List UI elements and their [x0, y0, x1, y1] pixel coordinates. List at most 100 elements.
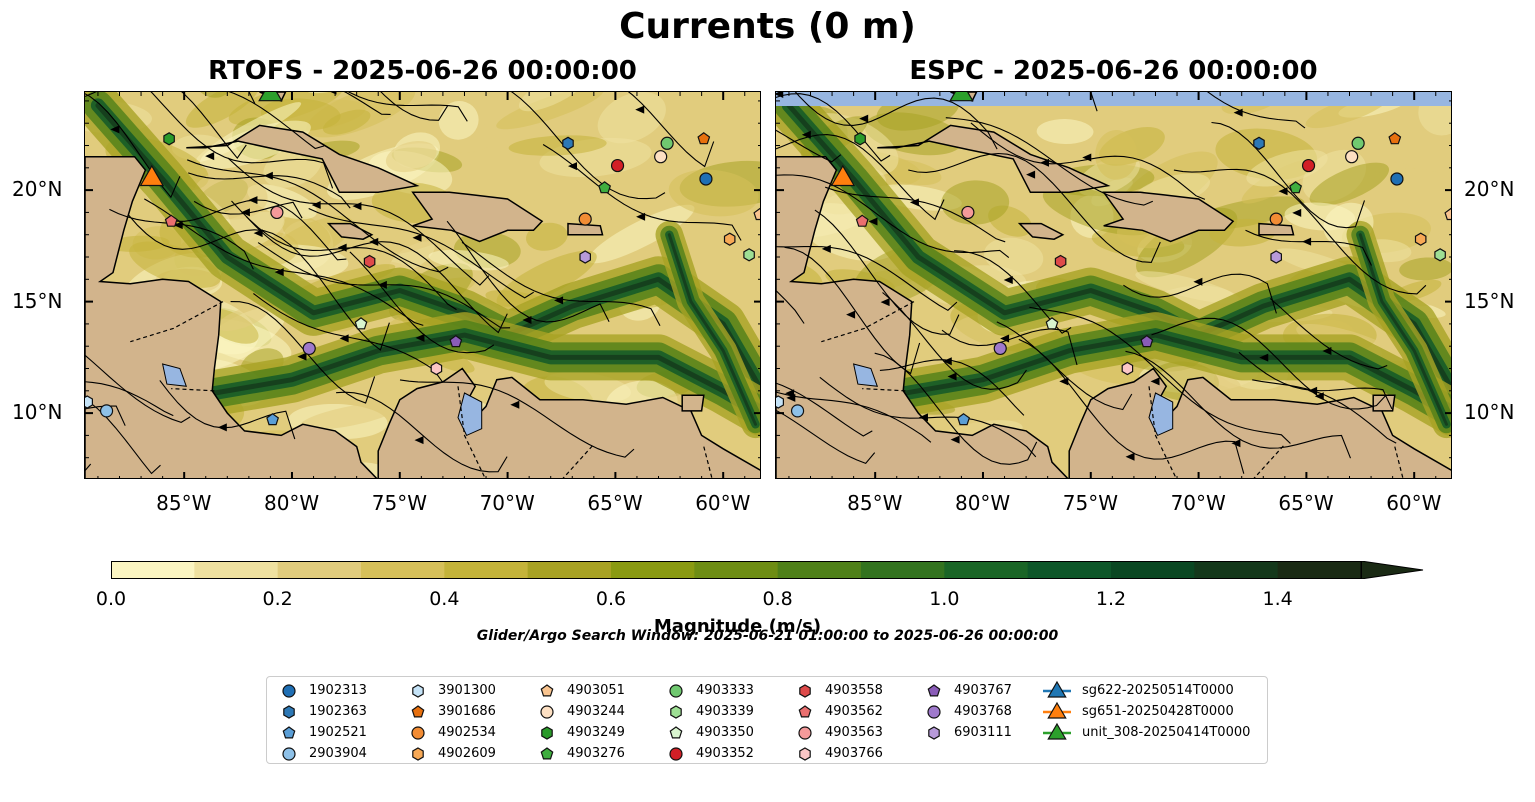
country-border [171, 388, 215, 392]
float-marker-4903051 [1444, 207, 1451, 221]
legend-label: 1902313 [309, 683, 367, 698]
float-marker-4903352 [610, 158, 625, 173]
legend-marker-triangle-icon [1047, 680, 1067, 698]
country-border [862, 388, 906, 392]
legend-marker-circle-icon [540, 705, 554, 719]
glider-marker-sg651-20250428T0000 [830, 164, 856, 187]
legend-marker-triangle-icon [1047, 722, 1067, 740]
colorbar-segment [1194, 561, 1279, 579]
legend-entry: 4903244 [537, 701, 625, 722]
streamline [85, 92, 247, 160]
legend-entry: 4903333 [666, 680, 754, 701]
colorbar [111, 561, 1424, 579]
colorbar-segment [1027, 561, 1112, 579]
legend-label: 3901300 [438, 683, 496, 698]
legend-entry: sg622-20250514T0000 [1042, 680, 1234, 701]
espc-map[interactable] [775, 91, 1452, 479]
float-marker-4903768 [993, 341, 1007, 356]
streamline [776, 245, 958, 311]
lon-tick-label: 85°W [156, 491, 212, 515]
streamline-arrow [352, 202, 362, 211]
legend-label: 6903111 [954, 725, 1012, 740]
float-marker-4903249 [854, 132, 866, 146]
streamline [908, 152, 1161, 263]
legend-entry: 4903339 [666, 701, 754, 722]
streamline-arrow [859, 114, 869, 123]
glider-marker-sg651-20250428T0000 [139, 164, 165, 187]
streamline [144, 198, 424, 326]
legend: 1902313 1902363 1902521 2903904 3901300 39016… [266, 676, 1268, 764]
float-marker-1902313 [699, 172, 713, 186]
legend-marker-circle-icon [282, 747, 296, 761]
legend-marker-circle-icon [798, 726, 812, 740]
float-marker-4902534 [1269, 212, 1283, 226]
float-marker-6903111 [1270, 250, 1282, 264]
streamline-arrow [339, 334, 349, 343]
legend-label: 4903350 [696, 725, 754, 740]
streamline-arrow [110, 125, 120, 134]
float-marker-4903339 [1434, 248, 1446, 262]
float-marker-4903562 [164, 214, 178, 227]
streamline-arrow [846, 310, 856, 319]
legend-marker-hexagon-icon [799, 747, 811, 761]
float-marker-4903558 [1054, 254, 1067, 269]
streamline [399, 379, 635, 458]
legend-marker-circle-icon [669, 684, 683, 698]
legend-label: 4902609 [438, 746, 496, 761]
streamline [187, 159, 449, 273]
streamline-arrow [1302, 237, 1312, 246]
legend-marker-pentagon-icon [411, 705, 425, 718]
streamline-arrow [205, 152, 215, 161]
float-marker-1902521 [266, 413, 280, 426]
legend-label: 4903768 [954, 704, 1012, 719]
streamline-arrow [1026, 170, 1036, 179]
country-border [821, 301, 915, 343]
legend-label: 4903333 [696, 683, 754, 698]
legend-marker-hexagon-icon [670, 705, 682, 719]
streamline-arrow [1193, 277, 1203, 286]
legend-entry: 4903766 [795, 743, 883, 764]
streamline [814, 209, 960, 335]
float-marker-1902363 [562, 136, 574, 150]
legend-entry: 4903051 [537, 680, 625, 701]
landmass [377, 367, 760, 478]
float-marker-4903563 [270, 205, 284, 220]
legend-entry: 4903768 [924, 701, 1012, 722]
streamline [85, 398, 161, 475]
colorbar-segment [694, 561, 779, 579]
search-window-text: Glider/Argo Search Window: 2025-06-21 01… [476, 628, 1059, 644]
legend-marker-pentagon-icon [540, 747, 554, 760]
legend-marker-pentagon-icon [282, 726, 296, 739]
streamline-arrow [1322, 347, 1332, 356]
landmass [1068, 367, 1451, 478]
float-marker-3901300 [776, 395, 785, 409]
streamline-arrow [776, 92, 784, 98]
streamline-arrow [636, 212, 646, 221]
legend-marker-pentagon-icon [282, 726, 296, 739]
legend-label: 2903904 [309, 746, 367, 761]
lon-tick-label: 80°W [263, 491, 320, 515]
streamline [1173, 168, 1427, 295]
colorbar-segment [861, 561, 945, 579]
streamline [85, 354, 191, 424]
lake [161, 363, 188, 387]
legend-marker-pentagon-icon [798, 705, 812, 718]
legend-marker-hexagon-icon [283, 705, 295, 719]
streamline [1125, 350, 1352, 459]
streamline [776, 290, 805, 324]
streamline-arrow [173, 221, 183, 230]
colorbar-tick-label: 1.2 [1095, 588, 1127, 610]
streamline [776, 129, 842, 163]
streamline-arrow [1233, 108, 1243, 117]
streamline-arrow [274, 268, 284, 277]
legend-entry: 6903111 [924, 722, 1012, 743]
legend-marker-pentagon-icon [669, 726, 683, 739]
rtofs-map[interactable] [84, 91, 761, 479]
streamline [1211, 121, 1366, 229]
float-marker-3901686 [1388, 132, 1402, 145]
streamline-arrow [1003, 276, 1013, 285]
landmass [186, 124, 420, 194]
legend-entry: 4902609 [408, 743, 496, 764]
float-marker-4903350 [1045, 317, 1059, 330]
legend-marker-circle-icon [282, 747, 296, 761]
